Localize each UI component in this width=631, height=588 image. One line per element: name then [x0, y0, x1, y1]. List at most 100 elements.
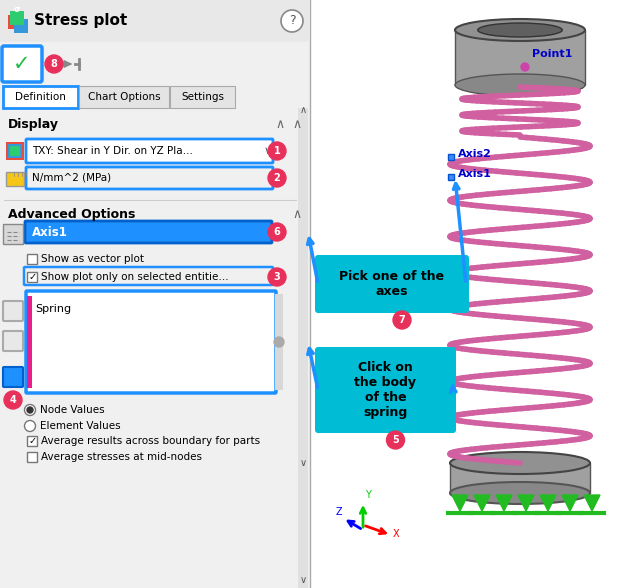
Ellipse shape: [455, 74, 585, 96]
Text: 6: 6: [274, 227, 280, 237]
Text: 5: 5: [392, 435, 399, 445]
Text: Stress plot: Stress plot: [34, 14, 127, 28]
FancyBboxPatch shape: [448, 154, 454, 160]
Text: ∧: ∧: [292, 118, 301, 131]
Text: Definition: Definition: [15, 92, 66, 102]
FancyBboxPatch shape: [10, 11, 24, 25]
Text: Chart Options: Chart Options: [88, 92, 160, 102]
FancyBboxPatch shape: [315, 347, 456, 433]
Text: Average results across boundary for parts: Average results across boundary for part…: [41, 436, 260, 446]
FancyBboxPatch shape: [10, 146, 20, 156]
FancyBboxPatch shape: [0, 0, 310, 42]
Circle shape: [274, 337, 284, 347]
Text: Show as vector plot: Show as vector plot: [41, 254, 144, 264]
Polygon shape: [518, 495, 534, 511]
Circle shape: [4, 391, 22, 409]
Text: Y: Y: [365, 490, 371, 500]
Circle shape: [25, 420, 35, 432]
Text: N/mm^2 (MPa): N/mm^2 (MPa): [32, 173, 111, 183]
FancyBboxPatch shape: [448, 174, 454, 180]
FancyBboxPatch shape: [26, 167, 273, 189]
Text: Show plot only on selected entitie…: Show plot only on selected entitie…: [41, 272, 229, 282]
Polygon shape: [496, 495, 512, 511]
Ellipse shape: [450, 482, 590, 504]
Circle shape: [25, 405, 35, 416]
FancyBboxPatch shape: [8, 15, 22, 29]
Text: ∧: ∧: [300, 105, 307, 115]
Text: ∧: ∧: [292, 208, 301, 221]
Text: ∧: ∧: [275, 118, 284, 131]
FancyBboxPatch shape: [170, 86, 235, 108]
FancyBboxPatch shape: [26, 291, 276, 393]
Text: 2: 2: [274, 173, 280, 183]
Text: Axis2: Axis2: [458, 149, 492, 159]
Text: 4: 4: [9, 395, 16, 405]
FancyBboxPatch shape: [455, 30, 585, 85]
Circle shape: [268, 142, 286, 160]
Circle shape: [268, 268, 286, 286]
Text: Z: Z: [336, 507, 343, 517]
FancyBboxPatch shape: [79, 86, 169, 108]
Text: Average stresses at mid-nodes: Average stresses at mid-nodes: [41, 452, 202, 462]
Text: Advanced Options: Advanced Options: [8, 208, 136, 221]
FancyBboxPatch shape: [3, 367, 23, 387]
Text: Pick one of the
axes: Pick one of the axes: [339, 270, 445, 298]
FancyBboxPatch shape: [3, 301, 23, 321]
Text: TXY: Shear in Y Dir. on YZ Pla…: TXY: Shear in Y Dir. on YZ Pla…: [32, 146, 193, 156]
Text: ∨: ∨: [300, 458, 307, 468]
Text: Axis1: Axis1: [32, 226, 68, 239]
FancyBboxPatch shape: [298, 108, 308, 588]
FancyBboxPatch shape: [310, 0, 631, 588]
Text: 3: 3: [274, 272, 280, 282]
Polygon shape: [452, 495, 468, 511]
FancyBboxPatch shape: [6, 172, 24, 186]
Polygon shape: [474, 495, 490, 511]
Text: 1: 1: [274, 146, 280, 156]
Ellipse shape: [450, 452, 590, 474]
FancyBboxPatch shape: [0, 0, 310, 588]
Circle shape: [268, 169, 286, 187]
FancyBboxPatch shape: [2, 46, 42, 82]
FancyBboxPatch shape: [27, 436, 37, 446]
FancyBboxPatch shape: [3, 224, 23, 244]
Circle shape: [268, 223, 286, 241]
FancyBboxPatch shape: [26, 139, 273, 163]
Polygon shape: [562, 495, 578, 511]
Text: Node Values: Node Values: [40, 405, 105, 415]
Text: ✓: ✓: [29, 272, 37, 282]
FancyBboxPatch shape: [8, 144, 22, 158]
FancyBboxPatch shape: [275, 294, 283, 390]
Text: ✓: ✓: [29, 436, 37, 446]
Circle shape: [521, 63, 529, 71]
Text: X: X: [393, 529, 399, 539]
Text: ∨: ∨: [300, 575, 307, 585]
FancyBboxPatch shape: [27, 452, 37, 462]
Text: Spring: Spring: [35, 304, 71, 314]
Circle shape: [281, 10, 303, 32]
Circle shape: [45, 55, 63, 73]
FancyBboxPatch shape: [27, 296, 32, 388]
FancyBboxPatch shape: [315, 255, 469, 313]
Ellipse shape: [478, 23, 562, 37]
Text: Display: Display: [8, 118, 59, 131]
FancyBboxPatch shape: [14, 19, 28, 33]
FancyBboxPatch shape: [6, 142, 24, 160]
Circle shape: [393, 311, 411, 329]
FancyBboxPatch shape: [3, 331, 23, 351]
FancyBboxPatch shape: [27, 254, 37, 264]
Text: 8: 8: [50, 59, 57, 69]
Text: Axis1: Axis1: [458, 169, 492, 179]
Text: ∨: ∨: [264, 146, 272, 156]
FancyBboxPatch shape: [25, 221, 272, 243]
Circle shape: [387, 431, 404, 449]
Text: Click on
the body
of the
spring: Click on the body of the spring: [355, 361, 416, 419]
Text: Point1: Point1: [532, 49, 572, 59]
Text: Element Values: Element Values: [40, 421, 121, 431]
Text: ✓: ✓: [13, 54, 31, 74]
Polygon shape: [584, 495, 600, 511]
Text: ?: ?: [289, 15, 295, 28]
FancyBboxPatch shape: [3, 86, 78, 108]
FancyBboxPatch shape: [450, 463, 590, 493]
FancyBboxPatch shape: [27, 272, 37, 282]
Ellipse shape: [455, 19, 585, 41]
